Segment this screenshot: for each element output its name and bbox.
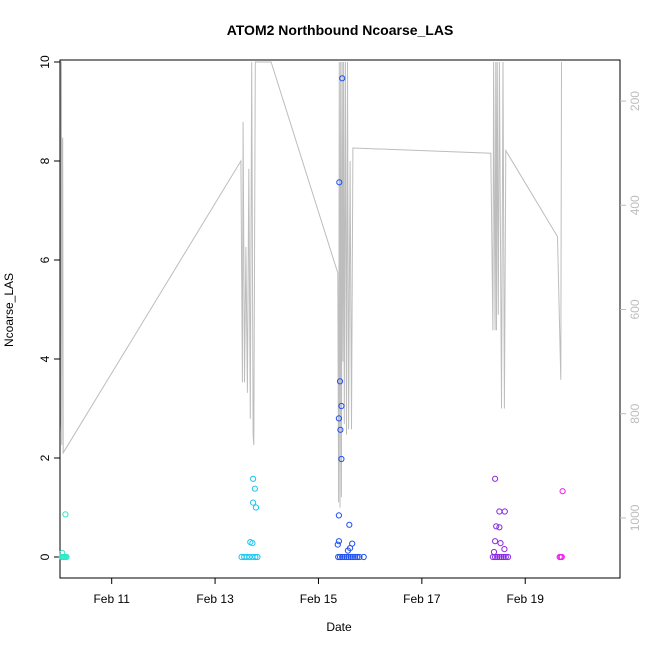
y-axis-title: Ncoarse_LAS [2, 273, 16, 347]
data-point [504, 553, 512, 561]
x-tick-label: Feb 11 [93, 592, 130, 606]
data-point [243, 553, 250, 561]
data-point [494, 553, 501, 561]
data-point [497, 540, 504, 547]
data-point [337, 426, 344, 433]
data-point [559, 488, 566, 495]
data-point [501, 546, 508, 553]
data-point [63, 553, 70, 561]
data-point [335, 553, 342, 561]
data-point [339, 553, 346, 561]
chart-title: ATOM2 Northbound Ncoarse_LAS [227, 22, 454, 38]
data-point [492, 475, 499, 482]
data-point [339, 75, 346, 82]
data-point [496, 524, 503, 531]
data-point [252, 553, 259, 561]
data-point [500, 553, 507, 561]
data-point [349, 540, 356, 547]
plot-frame [59, 59, 621, 579]
secondary-series-line [60, 61, 562, 508]
right-tick-label: 200 [628, 91, 642, 111]
y-tick-label: 0 [38, 553, 52, 560]
data-point [334, 541, 341, 548]
data-point [341, 553, 348, 561]
data-point [338, 402, 345, 410]
data-point [251, 485, 258, 492]
data-point [347, 553, 354, 561]
data-point [250, 475, 257, 482]
data-point [59, 549, 66, 557]
data-point [252, 504, 260, 511]
data-point [349, 553, 356, 561]
data-point [354, 553, 361, 561]
data-point [490, 548, 498, 556]
x-tick-label: Feb 17 [403, 592, 441, 606]
right-tick-label: 400 [628, 195, 642, 215]
data-point [335, 538, 342, 545]
data-point [250, 499, 257, 506]
data-point [336, 179, 343, 186]
y-tick-label: 2 [38, 454, 52, 461]
y-tick-label: 8 [38, 157, 52, 164]
data-point [356, 553, 363, 561]
data-point [558, 553, 565, 561]
right-tick-label: 600 [628, 299, 642, 319]
data-point [352, 553, 359, 561]
data-point [501, 508, 508, 515]
data-point [246, 553, 253, 561]
x-tick-label: Feb 19 [507, 592, 545, 606]
data-point [335, 512, 342, 519]
data-point [345, 553, 352, 561]
data-point [493, 523, 500, 530]
data-point [335, 415, 342, 422]
data-point [254, 553, 261, 561]
right-tick-label: 800 [628, 403, 642, 423]
data-point [336, 378, 344, 385]
x-tick-label: Feb 13 [196, 592, 234, 606]
right-tick-label: 1000 [628, 504, 642, 531]
y-tick-label: 10 [38, 55, 52, 69]
data-point [496, 508, 503, 515]
data-point [502, 553, 509, 561]
data-point [346, 521, 353, 528]
y-tick-label: 6 [38, 256, 52, 263]
data-point [338, 455, 345, 463]
data-point [249, 540, 256, 547]
x-axis-title: Date [326, 620, 352, 634]
y-tick-label: 4 [38, 355, 52, 362]
x-tick-label: Feb 15 [300, 592, 338, 606]
data-point [343, 553, 350, 561]
data-point [360, 553, 367, 561]
data-point [496, 553, 503, 561]
data-point [336, 553, 344, 561]
plot-area: 0 2 4 6 8 10 200 400 600 800 1000 Feb 11 Feb 13 Feb 1… [38, 55, 642, 606]
data-point [492, 538, 499, 545]
data-point [498, 553, 505, 561]
data-point [62, 511, 69, 518]
